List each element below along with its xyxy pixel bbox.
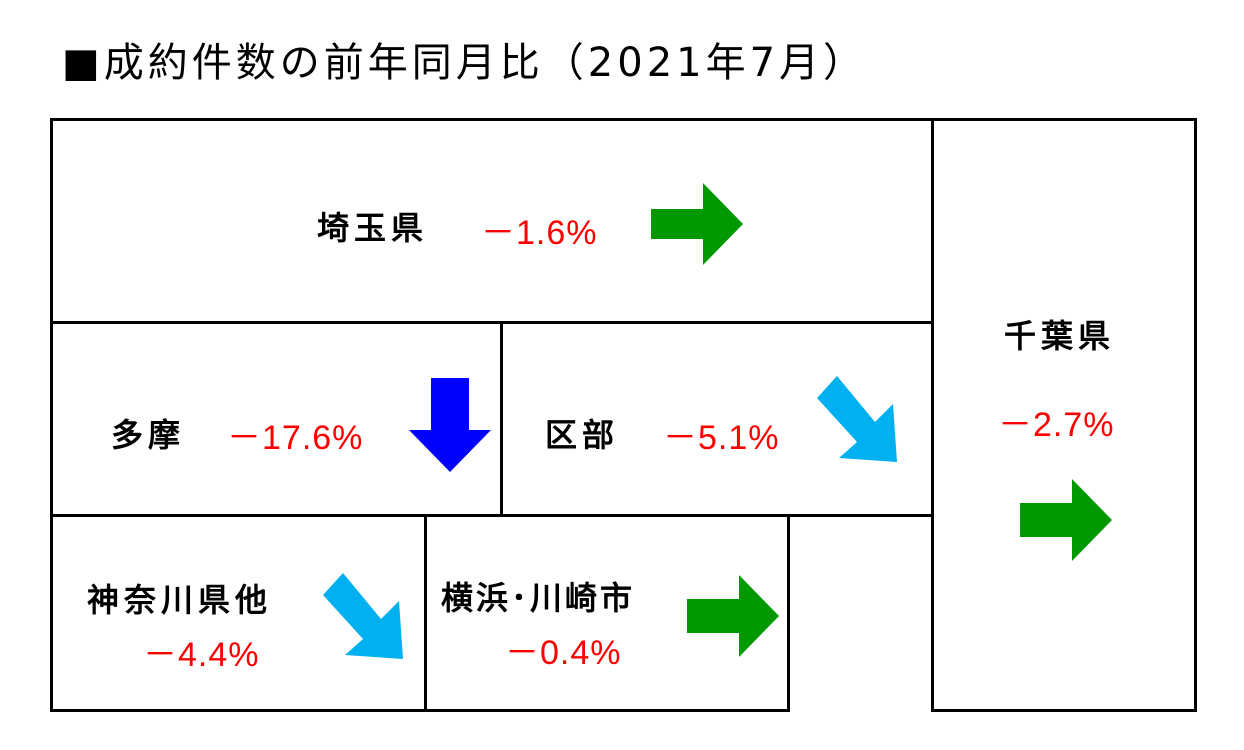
region-change-saitama: －1.6% bbox=[481, 214, 598, 252]
region-box-chiba: 千葉県 －2.7% bbox=[931, 118, 1197, 712]
right-arrow-icon bbox=[687, 575, 779, 657]
region-box-yokohama: 横浜･川崎市 －0.4% bbox=[424, 514, 790, 712]
region-change-tama: －17.6% bbox=[227, 419, 364, 457]
region-name-yokohama: 横浜･川崎市 bbox=[441, 579, 636, 617]
right-arrow-icon bbox=[651, 183, 743, 265]
down-arrow-icon bbox=[409, 378, 491, 472]
region-name-kanagawa: 神奈川県他 bbox=[87, 581, 273, 619]
region-change-yokohama: －0.4% bbox=[505, 634, 622, 672]
down-right-arrow-icon bbox=[323, 573, 405, 661]
region-box-kanagawa: 神奈川県他 －4.4% bbox=[50, 514, 428, 712]
down-right-arrow-icon bbox=[817, 376, 899, 464]
region-name-tama: 多摩 bbox=[111, 416, 186, 454]
region-name-kubu: 区部 bbox=[545, 416, 620, 454]
right-arrow-icon bbox=[1020, 479, 1112, 561]
region-change-kubu: －5.1% bbox=[663, 419, 780, 457]
region-change-chiba: －2.7% bbox=[998, 406, 1115, 444]
region-name-chiba: 千葉県 bbox=[1004, 317, 1116, 355]
region-change-kanagawa: －4.4% bbox=[143, 636, 260, 674]
region-box-tama: 多摩 －17.6% bbox=[50, 321, 503, 517]
page-title: ■成約件数の前年同月比（2021年7月） bbox=[62, 40, 868, 86]
region-box-saitama: 埼玉県 －1.6% bbox=[50, 118, 934, 324]
region-box-kubu: 区部 －5.1% bbox=[500, 321, 934, 517]
region-name-saitama: 埼玉県 bbox=[317, 209, 429, 247]
